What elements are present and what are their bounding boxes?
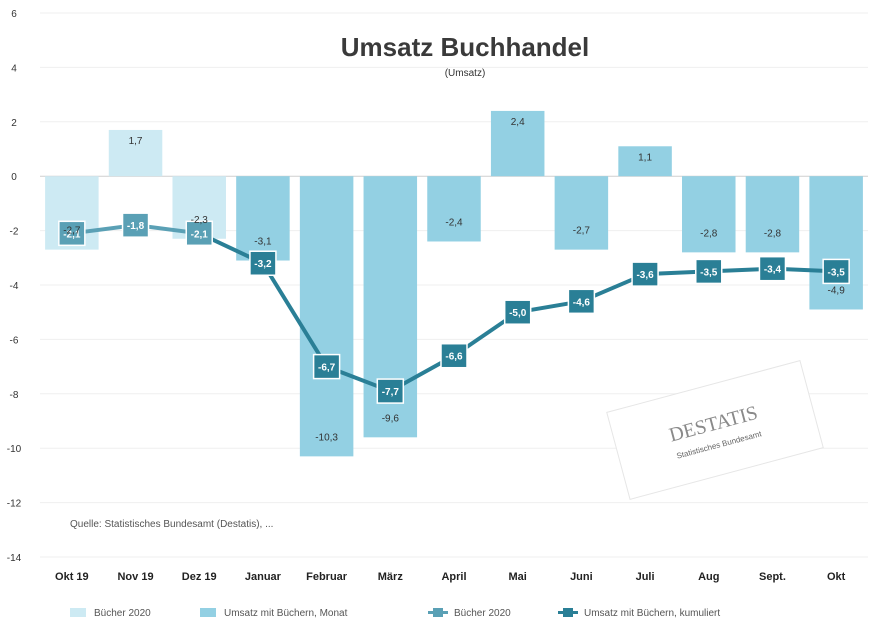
- legend-label: Bücher 2020: [94, 608, 151, 619]
- line-marker: [503, 299, 532, 325]
- line-marker: [312, 353, 341, 380]
- axis-layer: 6 4 2 0 -2 -4 -6 -8 -10 -12 -14 Okt 19 Nov 19 Dez 19 J…: [7, 9, 846, 583]
- bar-data-label: -2,7: [63, 226, 81, 237]
- bar-data-label: 1,1: [638, 152, 652, 163]
- bar-data-label: -4,9: [828, 285, 846, 296]
- line-data-label: -3,2: [254, 259, 272, 270]
- legend-label: Umsatz mit Büchern, Monat: [224, 608, 348, 619]
- chart-subtitle: (Umsatz): [445, 68, 486, 79]
- bar-data-label: -2,7: [573, 226, 591, 237]
- bar: [236, 176, 290, 261]
- line-marker: [376, 378, 405, 404]
- line-data-label: -6,6: [445, 352, 463, 363]
- line-data-label: -2,1: [191, 229, 209, 240]
- x-tick-label: April: [441, 571, 466, 583]
- x-tick-label: Januar: [245, 571, 282, 583]
- chart-title: Umsatz Buchhandel: [341, 32, 590, 62]
- legend-swatch: [70, 608, 86, 617]
- bar-data-label: -10,3: [315, 432, 338, 443]
- line-data-label: -5,0: [509, 308, 527, 319]
- x-tick-label: Nov 19: [117, 571, 153, 583]
- bar-data-label: -9,6: [382, 413, 400, 424]
- bar-data-label: -3,1: [254, 237, 272, 248]
- line-data-label: -3,5: [700, 267, 718, 278]
- legend-marker: [563, 608, 573, 617]
- x-tick-label: März: [378, 571, 404, 583]
- line-data-label: -1,8: [127, 221, 145, 232]
- x-tick-label: Okt 19: [55, 571, 89, 583]
- x-tick-label: Mai: [509, 571, 527, 583]
- line-data-label: -2,1: [63, 229, 81, 240]
- line-data-label: -3,4: [764, 265, 782, 276]
- line-data-label: -4,6: [573, 297, 591, 308]
- x-tick-label: Juli: [636, 571, 655, 583]
- y-tick-label: 0: [11, 172, 17, 183]
- legend-label: Bücher 2020: [454, 608, 511, 619]
- bar-data-label: 2,4: [511, 117, 525, 128]
- y-tick-label: 4: [11, 63, 17, 74]
- y-tick-label: 2: [11, 118, 17, 129]
- line-data-label: -3,6: [636, 270, 654, 281]
- line-data-label: -3,5: [828, 267, 846, 278]
- watermark-card: [606, 360, 824, 500]
- y-tick-label: -8: [10, 390, 19, 401]
- legend-marker: [433, 608, 443, 617]
- y-tick-label: -4: [10, 281, 19, 292]
- line-marker: [440, 342, 468, 369]
- x-tick-label: Okt: [827, 571, 846, 583]
- x-tick-label: Dez 19: [182, 571, 217, 583]
- x-tick-label: Februar: [306, 571, 348, 583]
- line-layer: -2,1 -1,8 -2,1 -3,2 -6,7 -7,7 -6,6 -5,0 -4,6 -3,6…: [58, 212, 850, 404]
- labels-layer: -2,7 1,7 -2,3 -3,1 -10,3 -9,6 -2,4 2,4 -2,7 1,1 -2…: [63, 117, 845, 443]
- bar-data-label: -2,3: [191, 215, 209, 226]
- bar: [745, 176, 800, 253]
- line-data-label: -6,7: [318, 363, 336, 374]
- legend-swatch: [200, 608, 216, 617]
- y-tick-label: 6: [11, 9, 17, 20]
- x-tick-label: Sept.: [759, 571, 786, 583]
- line-marker: [567, 288, 596, 315]
- x-tick-label: Aug: [698, 571, 719, 583]
- line-marker: [121, 212, 150, 238]
- y-tick-label: -6: [10, 335, 19, 346]
- y-tick-label: -12: [7, 499, 22, 510]
- legend-label: Umsatz mit Büchern, kumuliert: [584, 608, 720, 619]
- legend: Bücher 2020 Umsatz mit Büchern, Monat Büch…: [70, 608, 720, 619]
- bar: [554, 176, 609, 250]
- y-tick-label: -2: [10, 227, 19, 238]
- bar: [809, 176, 863, 310]
- source-note: Quelle: Statistisches Bundesamt (Destati…: [70, 519, 273, 530]
- bar-data-label: -2,8: [764, 228, 782, 239]
- bar: [108, 129, 163, 177]
- line-marker: [758, 255, 787, 282]
- bar: [618, 146, 672, 177]
- y-tick-label: -14: [7, 553, 22, 564]
- x-tick-label: Juni: [570, 571, 593, 583]
- bar: [490, 110, 545, 177]
- line-marker: [822, 258, 850, 285]
- line-marker: [185, 220, 213, 247]
- line-marker: [631, 261, 659, 287]
- line-marker: [249, 250, 277, 276]
- bar-data-label: 1,7: [129, 136, 143, 147]
- line-data-label: -7,7: [382, 387, 400, 398]
- watermark: DESTATIS Statistisches Bundesamt: [606, 360, 824, 500]
- bar-data-label: -2,8: [700, 228, 718, 239]
- bars-layer: [45, 110, 863, 457]
- bar-data-label: -2,4: [445, 217, 463, 228]
- bar: [299, 176, 354, 457]
- line-marker: [695, 258, 723, 285]
- bar: [427, 176, 481, 242]
- y-tick-label: -10: [7, 444, 22, 455]
- bar: [682, 176, 736, 253]
- line-marker: [58, 220, 86, 247]
